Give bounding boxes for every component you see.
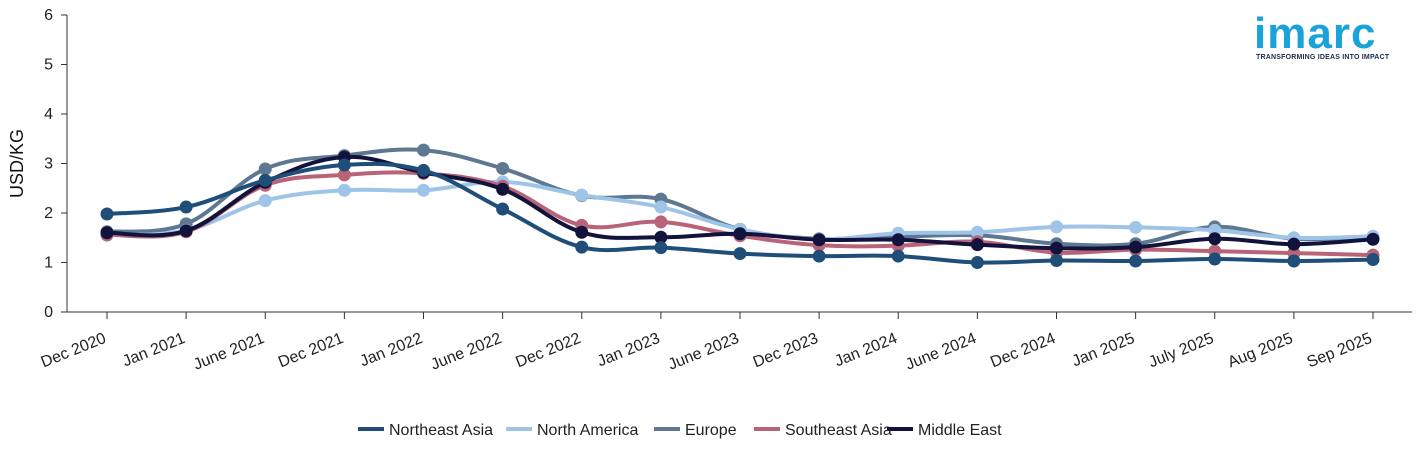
y-tick-label: 2 — [44, 205, 53, 222]
x-tick-label: Dec 2020 — [39, 330, 109, 371]
legend: Northeast Asia North America Europe Southea… — [358, 422, 1002, 439]
y-tick-label: 3 — [44, 156, 53, 173]
legend-item: Southeast Asia — [754, 422, 892, 439]
legend-label: Northeast Asia — [389, 422, 493, 439]
y-tick-label: 5 — [44, 57, 53, 74]
data-point — [1208, 232, 1222, 246]
x-axis: Dec 2020 Jan 2021 June 2021 Dec 2021 Jan 202… — [39, 311, 1412, 374]
data-point — [417, 143, 430, 157]
data-point — [337, 168, 351, 182]
x-tick-label: Jan 2023 — [595, 330, 663, 370]
data-point — [1129, 254, 1143, 268]
legend-item: Europe — [654, 422, 737, 439]
data-point — [417, 163, 430, 177]
series-middle-east — [100, 150, 1380, 255]
logo-tagline: TRANSFORMING IDEAS INTO IMPACT — [1256, 54, 1390, 61]
x-tick-label: Dec 2024 — [988, 330, 1058, 371]
series-line — [106, 154, 1374, 251]
data-point — [1366, 232, 1380, 246]
x-tick-label: Aug 2025 — [1225, 330, 1295, 371]
data-point — [1366, 253, 1380, 267]
data-point — [258, 173, 272, 187]
data-point — [258, 194, 272, 208]
data-point — [337, 183, 351, 197]
data-point — [575, 225, 589, 239]
legend-item: Middle East — [887, 422, 1002, 439]
data-point — [100, 207, 114, 221]
data-point — [337, 158, 351, 172]
data-point — [417, 183, 430, 197]
data-point — [812, 233, 826, 247]
y-axis-title: USD/KG — [7, 129, 27, 198]
x-tick-label: Dec 2022 — [513, 330, 583, 371]
x-tick-label: June 2022 — [428, 330, 504, 374]
x-tick-label: Jan 2022 — [358, 330, 426, 370]
y-tick-label: 1 — [44, 255, 53, 272]
data-point — [733, 227, 747, 241]
x-tick-label: Jan 2024 — [832, 330, 900, 370]
data-point — [496, 161, 510, 175]
legend-label: Europe — [685, 422, 737, 439]
legend-item: Northeast Asia — [358, 422, 493, 439]
data-point — [1287, 237, 1301, 251]
data-point — [496, 202, 510, 216]
x-tick-label: Jan 2021 — [120, 330, 188, 370]
series-line — [106, 161, 1374, 265]
x-tick-label: Jan 2025 — [1070, 330, 1138, 370]
data-point — [891, 249, 905, 263]
y-axis: 0 1 2 3 4 5 6 — [44, 7, 68, 321]
legend-label: North America — [537, 422, 638, 439]
x-tick-label: June 2021 — [191, 330, 267, 374]
data-point — [733, 247, 747, 261]
data-point — [1129, 240, 1143, 254]
data-point — [100, 226, 114, 240]
data-point — [258, 162, 272, 176]
legend-label: Middle East — [918, 422, 1002, 439]
imarc-logo: imarc TRANSFORMING IDEAS INTO IMPACT — [1252, 10, 1402, 70]
y-tick-label: 6 — [44, 7, 53, 24]
data-point — [1050, 220, 1063, 234]
data-point — [179, 200, 193, 214]
data-point — [496, 182, 510, 196]
data-point — [575, 188, 589, 202]
x-tick-label: Dec 2021 — [276, 330, 346, 371]
x-tick-label: July 2025 — [1146, 330, 1216, 371]
data-point — [970, 256, 984, 269]
data-point — [970, 238, 984, 252]
data-point — [654, 215, 668, 229]
data-point — [654, 241, 668, 255]
x-tick-label: Dec 2023 — [751, 330, 821, 371]
data-point — [970, 225, 984, 239]
x-tick-label: June 2023 — [666, 330, 742, 374]
legend-item: North America — [506, 422, 638, 439]
legend-label: Southeast Asia — [785, 422, 892, 439]
series-northeast-asia — [100, 158, 1380, 269]
data-point — [1287, 254, 1301, 268]
data-point — [654, 230, 668, 244]
data-point — [654, 200, 668, 214]
x-tick-label: Sep 2025 — [1305, 330, 1375, 371]
data-point — [891, 233, 905, 247]
data-point — [575, 240, 589, 254]
data-point — [1050, 241, 1063, 255]
data-point — [179, 224, 193, 238]
data-point — [1050, 254, 1063, 268]
y-tick-label: 0 — [44, 304, 53, 321]
y-tick-label: 4 — [44, 106, 53, 123]
data-point — [1129, 220, 1143, 234]
data-point — [1208, 252, 1222, 266]
x-tick-label: June 2024 — [903, 330, 979, 374]
series-layer — [100, 143, 1380, 269]
data-point — [812, 249, 826, 263]
logo-wordmark: imarc — [1254, 9, 1377, 58]
